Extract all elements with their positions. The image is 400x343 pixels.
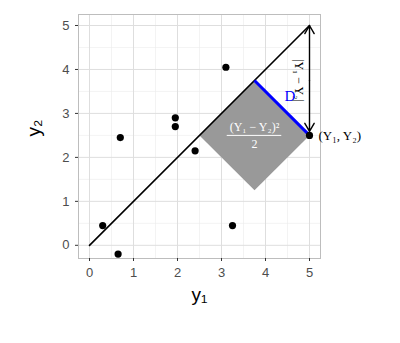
svg-text:4: 4	[262, 265, 269, 280]
svg-text:1: 1	[62, 194, 69, 209]
svg-text:(Y₁, Y₂): (Y₁, Y₂)	[319, 128, 362, 143]
svg-text:4: 4	[62, 62, 69, 77]
svg-text:D: D	[285, 88, 296, 104]
svg-text:|Y₁ − Y₂|: |Y₁ − Y₂|	[291, 59, 306, 102]
svg-text:3: 3	[218, 265, 225, 280]
svg-text:y₂: y₂	[23, 120, 44, 137]
svg-text:2: 2	[62, 150, 69, 165]
svg-text:2: 2	[174, 265, 181, 280]
svg-text:1: 1	[130, 265, 137, 280]
svg-text:y₁: y₁	[192, 284, 208, 305]
svg-text:2: 2	[252, 137, 258, 151]
svg-text:0: 0	[86, 265, 93, 280]
svg-text:5: 5	[62, 18, 69, 33]
svg-text:0: 0	[62, 237, 69, 252]
svg-text:3: 3	[62, 106, 69, 121]
svg-text:(Y₁ − Y₂)²: (Y₁ − Y₂)²	[230, 120, 280, 134]
svg-text:5: 5	[306, 265, 313, 280]
